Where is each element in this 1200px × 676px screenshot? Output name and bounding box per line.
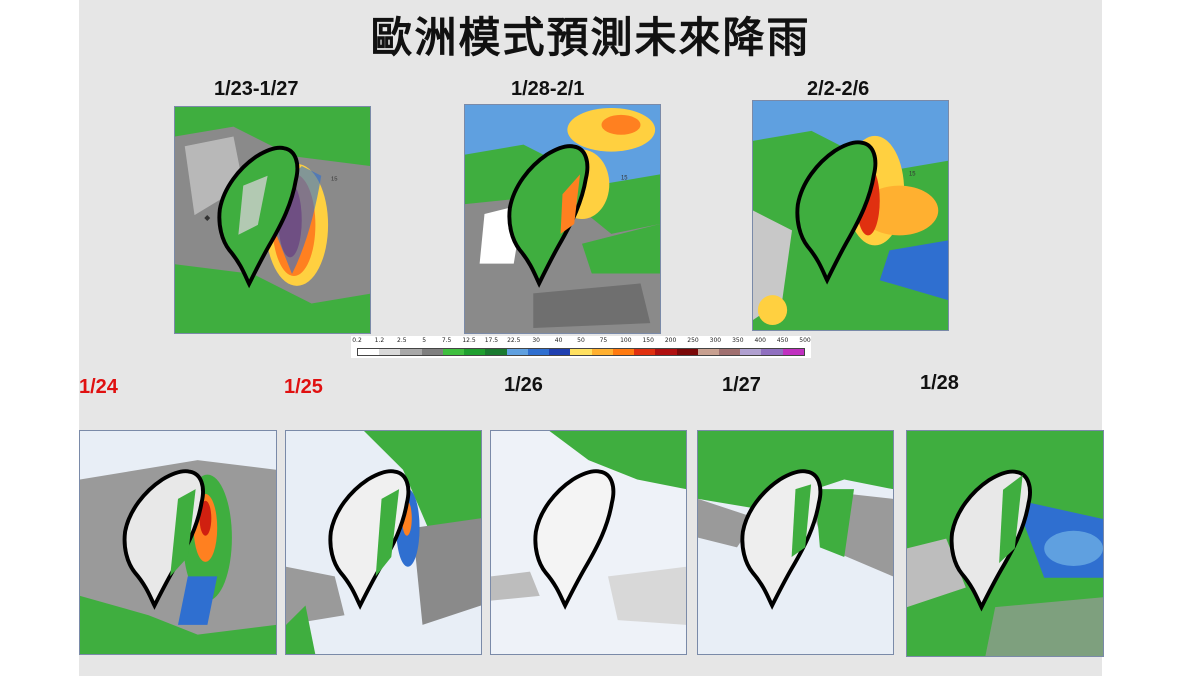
legend-color-bar [357,348,805,356]
legend-tick-label: 250 [687,337,699,344]
legend-tick-label: 200 [664,337,677,344]
rainfall-map-1-28 [906,430,1104,657]
day-label-1-28: 1/28 [920,372,959,394]
legend-cell [506,349,528,355]
legend-tick-label: 150 [642,337,654,344]
rainfall-map-1-24 [79,430,277,655]
svg-text:15: 15 [621,175,628,181]
legend-tick-label: 50 [577,337,585,344]
legend-tick-label: 40 [554,337,563,344]
legend-cell [442,349,465,355]
slide: 歐洲模式預測未來降雨 1/23-1/27 1/28-2/1 2/2-2/6 15… [79,0,1104,676]
period-label-1: 1/23-1/27 [214,78,299,100]
legend-cell [400,349,422,355]
legend-cell [612,349,635,355]
legend-cell [782,349,804,355]
day-label-1-24: 1/24 [79,376,118,398]
svg-text:15: 15 [909,172,916,178]
rainfall-map-period-2: 15 [464,104,661,334]
legend-tick-label: 300 [709,337,722,344]
svg-text:◆: ◆ [204,213,210,222]
rainfall-map-period-1: 15 ◆ [174,106,371,334]
day-label-1-25: 1/25 [284,376,323,398]
taiwan-outline [507,144,590,288]
legend-tick-label: 5 [422,337,427,344]
legend-tick-label: 75 [599,337,608,344]
legend-cell [464,349,486,355]
period-label-3: 2/2-2/6 [807,78,870,100]
legend-cell [697,349,719,355]
legend-cell [527,349,550,355]
legend-tick-label: 500 [799,337,811,344]
legend-cell [676,349,698,355]
legend-cell [549,349,571,355]
taiwan-outline [533,469,616,610]
legend-ticks: 0.2 1.2 2.5 5 7.5 12.5 17.5 22.5 30 40 50 75 100 150 2… [352,337,811,347]
rainfall-map-period-3: 15 [752,100,949,331]
legend-tick-label: 30 [532,337,541,344]
svg-text:15: 15 [331,177,338,183]
period-label-2: 1/28-2/1 [511,78,585,100]
legend-tick-label: 400 [754,337,766,344]
legend-cell [718,349,741,355]
legend-cell [761,349,783,355]
day-label-1-26: 1/26 [504,374,543,396]
legend-cell [358,349,380,355]
legend-tick-label: 22.5 [507,337,521,344]
legend-cell [570,349,592,355]
rainfall-map-1-25 [285,430,482,655]
day-label-1-27: 1/27 [722,374,761,396]
legend-cell [634,349,656,355]
legend-tick-label: 0.2 [352,337,362,344]
legend-cell [655,349,677,355]
legend-tick-label: 12.5 [462,337,476,344]
legend-cell [421,349,443,355]
legend-tick-label: 350 [732,337,744,344]
legend-cell [485,349,507,355]
legend-tick-label: 450 [776,337,789,344]
page-title: 歐洲模式預測未來降雨 [370,13,811,62]
rainfall-map-1-26 [490,430,687,655]
taiwan-outline [795,140,878,285]
legend-tick-label: 100 [620,337,632,344]
legend-tick-label: 17.5 [484,337,499,344]
rainfall-legend: 0.2 1.2 2.5 5 7.5 12.5 17.5 22.5 30 40 50 75 100 150 2… [351,336,811,358]
legend-tick-label: 7.5 [441,337,452,344]
rainfall-map-1-27 [697,430,894,655]
legend-cell [591,349,613,355]
legend-cell [740,349,762,355]
legend-tick-label: 1.2 [374,337,385,344]
legend-tick-label: 2.5 [397,337,407,344]
legend-cell [379,349,401,355]
